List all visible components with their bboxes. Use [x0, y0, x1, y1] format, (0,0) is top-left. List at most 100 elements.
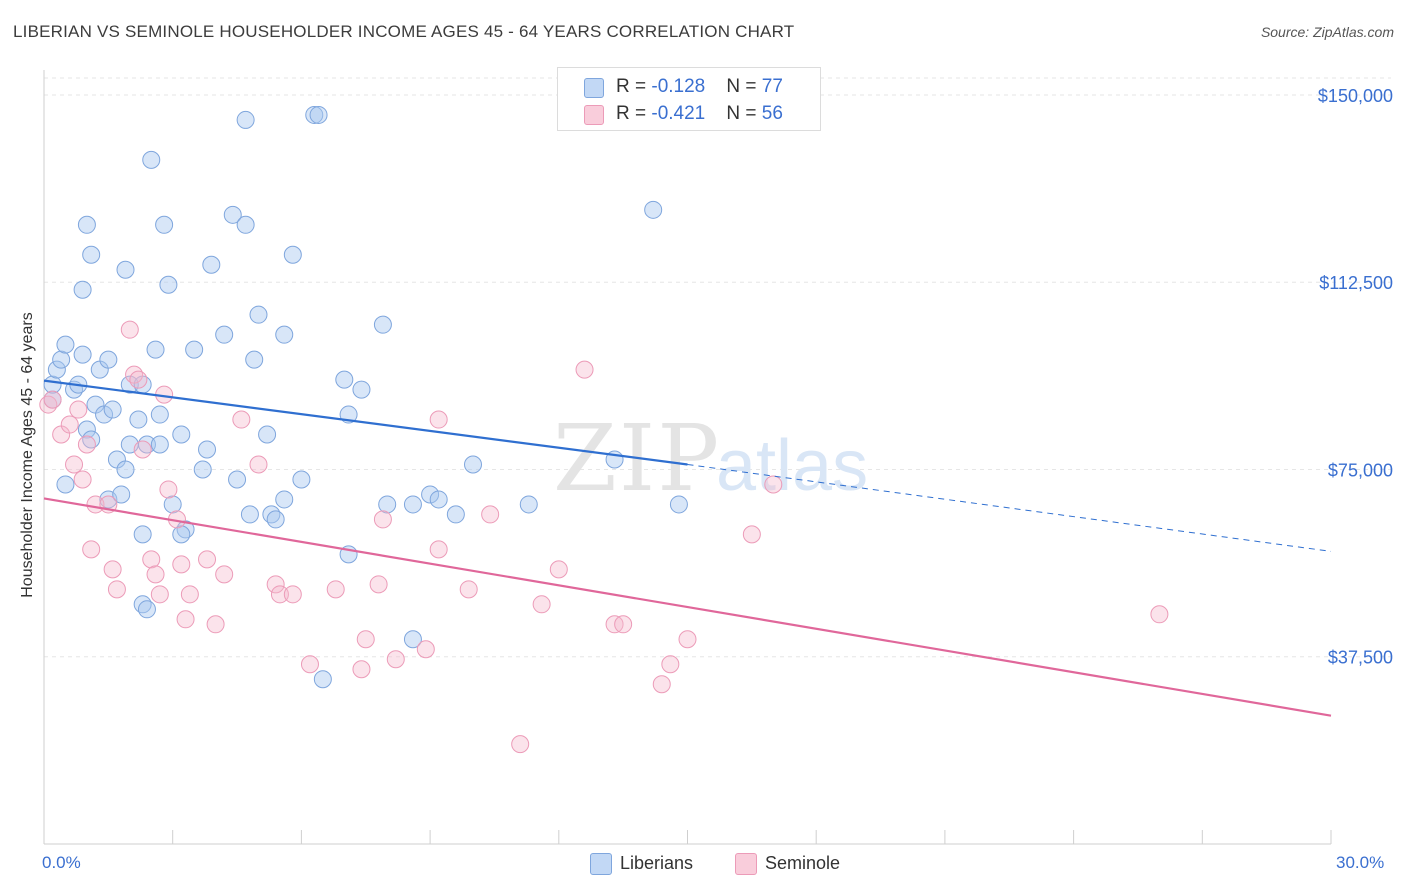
- y-axis-label: Householder Income Ages 45 - 64 years: [19, 312, 36, 598]
- legend: R = -0.128 N = 77 R = -0.421 N = 56: [557, 67, 821, 131]
- seminole-point: [142, 550, 161, 569]
- liberians-point: [309, 105, 328, 124]
- liberians-point: [258, 425, 277, 444]
- liberians-point: [163, 495, 182, 514]
- liberians-point: [335, 370, 354, 389]
- liberians-point: [43, 375, 62, 394]
- seminole-point: [511, 735, 530, 754]
- seminole-points: [39, 320, 1169, 754]
- seminole-point: [416, 640, 435, 659]
- bottom-legend-seminole-label: Seminole: [765, 853, 841, 873]
- liberians-point: [378, 495, 397, 514]
- legend-n-value: 77: [761, 76, 783, 97]
- seminole-point: [129, 370, 148, 389]
- legend-r-value: -0.128: [651, 76, 706, 97]
- seminole-point: [43, 390, 62, 409]
- liberians-point: [275, 490, 294, 509]
- x-tick-max: 30.0%: [1336, 853, 1385, 872]
- liberians-point: [47, 360, 66, 379]
- liberians-swatch: [584, 78, 604, 98]
- source-label: Source: ZipAtlas.com: [1260, 24, 1394, 40]
- seminole-point: [172, 555, 191, 574]
- liberians-point: [73, 345, 92, 364]
- liberians-point: [198, 440, 217, 459]
- liberians-point: [99, 350, 118, 369]
- liberians-point: [73, 280, 92, 299]
- liberians-point: [172, 425, 191, 444]
- liberians-point: [56, 335, 75, 354]
- liberians-point: [403, 495, 422, 514]
- seminole-point: [429, 410, 448, 429]
- seminole-point: [82, 540, 101, 559]
- seminole-point: [369, 575, 388, 594]
- liberians-point: [202, 255, 221, 274]
- seminole-point: [206, 615, 225, 634]
- liberians-trend-line: [43, 379, 688, 466]
- liberians-point: [172, 525, 191, 544]
- liberians-point: [150, 405, 169, 424]
- liberians-point: [228, 470, 247, 489]
- liberians-point: [133, 525, 152, 544]
- liberians-point: [185, 340, 204, 359]
- seminole-point: [73, 470, 92, 489]
- seminole-point: [249, 455, 268, 474]
- seminole-swatch: [735, 853, 757, 875]
- seminole-point: [133, 440, 152, 459]
- y-tick-label: $37,500: [1328, 648, 1393, 668]
- liberians-point: [112, 485, 131, 504]
- liberians-point: [464, 455, 482, 474]
- liberians-point: [519, 495, 538, 514]
- y-tick-label: $112,500: [1319, 273, 1393, 293]
- seminole-point: [326, 580, 345, 599]
- seminole-point: [159, 480, 178, 499]
- seminole-point: [356, 630, 375, 649]
- seminole-point: [283, 585, 302, 604]
- seminole-point: [120, 320, 139, 339]
- liberians-point: [446, 505, 465, 524]
- liberians-trend-extension: [687, 463, 1332, 552]
- liberians-point: [116, 260, 135, 279]
- legend-n-label: N =: [726, 103, 762, 124]
- liberians-point: [236, 215, 255, 234]
- chart-title: LIBERIAN VS SEMINOLE HOUSEHOLDER INCOME …: [13, 22, 795, 41]
- seminole-point: [532, 595, 551, 614]
- liberians-point: [644, 200, 663, 219]
- liberians-point: [77, 420, 96, 439]
- seminole-point: [652, 675, 671, 694]
- legend-n-value: 56: [761, 103, 783, 124]
- axes: [43, 70, 1332, 845]
- liberians-point: [193, 460, 212, 479]
- seminole-point: [575, 360, 594, 379]
- x-tick-min: 0.0%: [42, 853, 81, 872]
- liberians-point: [215, 325, 234, 344]
- liberians-point: [137, 600, 156, 619]
- liberians-point: [77, 215, 96, 234]
- liberians-point: [352, 380, 371, 399]
- seminole-point: [77, 435, 96, 454]
- liberians-point: [146, 340, 165, 359]
- liberians-point: [240, 505, 259, 524]
- seminole-point: [300, 655, 319, 674]
- seminole-point: [60, 415, 79, 434]
- seminole-point: [146, 565, 165, 584]
- bottom-legend-liberians-label: Liberians: [620, 853, 694, 873]
- seminole-point: [764, 475, 783, 494]
- seminole-point: [232, 410, 251, 429]
- seminole-point: [459, 580, 478, 599]
- trend-lines: [43, 379, 1332, 717]
- liberians-point: [292, 470, 311, 489]
- seminole-point: [198, 550, 217, 569]
- liberians-point: [305, 105, 324, 124]
- seminole-point: [65, 455, 84, 474]
- liberians-point: [103, 400, 122, 419]
- liberians-point: [159, 275, 178, 294]
- seminole-point: [481, 505, 500, 524]
- liberians-point: [236, 110, 255, 129]
- seminole-point: [1150, 605, 1169, 624]
- liberians-point: [429, 490, 448, 509]
- seminole-point: [69, 400, 88, 419]
- watermark: ZIP atlas: [553, 405, 868, 512]
- seminole-point: [429, 540, 448, 559]
- y-tick-label: $75,000: [1328, 460, 1393, 480]
